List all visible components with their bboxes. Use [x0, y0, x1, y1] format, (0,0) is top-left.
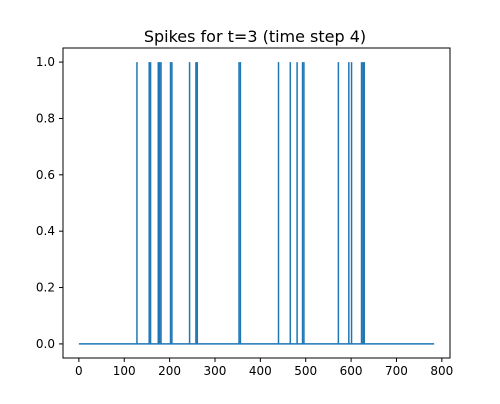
x-tick-label: 500	[294, 364, 317, 378]
chart-title: Spikes for t=3 (time step 4)	[144, 27, 366, 46]
x-tick-label: 700	[385, 364, 408, 378]
y-tick-label: 0.8	[36, 111, 55, 125]
y-tick-label: 0.0	[36, 337, 55, 351]
x-axis: 0 100 200 300 400 500 600 700 800	[75, 358, 453, 378]
x-tick-label: 0	[75, 364, 83, 378]
y-tick-label: 1.0	[36, 55, 55, 69]
y-tick-label: 0.2	[36, 281, 55, 295]
x-tick-label: 300	[204, 364, 227, 378]
x-tick-label: 200	[158, 364, 181, 378]
y-axis: 0.0 0.2 0.4 0.6 0.8 1.0	[36, 55, 63, 351]
axes-frame	[62, 47, 451, 359]
y-tick-label: 0.4	[36, 224, 55, 238]
plot-area	[78, 62, 435, 345]
y-tick-label: 0.6	[36, 168, 55, 182]
x-tick-label: 600	[340, 364, 363, 378]
x-tick-label: 100	[113, 364, 136, 378]
x-tick-label: 400	[249, 364, 272, 378]
x-tick-label: 800	[430, 364, 453, 378]
